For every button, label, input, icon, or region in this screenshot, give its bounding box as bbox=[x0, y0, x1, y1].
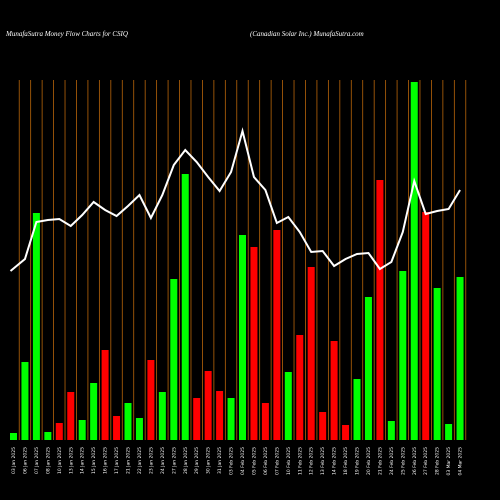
chart-title: MunafaSutra Money Flow Charts for CSIQ bbox=[5, 30, 128, 38]
bar bbox=[113, 416, 121, 440]
x-tick-label: 23 Jan 2025 bbox=[148, 447, 154, 474]
x-tick-label: 30 Jan 2025 bbox=[206, 447, 212, 474]
bar bbox=[433, 288, 441, 440]
bar bbox=[399, 271, 407, 440]
bar bbox=[239, 235, 246, 440]
x-tick-label: 21 Feb 2025 bbox=[377, 447, 383, 475]
x-tick-label: 26 Feb 2025 bbox=[412, 447, 418, 475]
bar bbox=[90, 383, 98, 440]
bar bbox=[284, 372, 292, 440]
x-tick-label: 24 Feb 2025 bbox=[389, 447, 395, 475]
bar bbox=[261, 403, 269, 440]
bar bbox=[78, 420, 86, 440]
x-tick-label: 20 Feb 2025 bbox=[366, 447, 372, 475]
x-tick-label: 14 Feb 2025 bbox=[332, 447, 338, 475]
x-tick-label: 25 Feb 2025 bbox=[400, 447, 406, 475]
price-line bbox=[9, 127, 461, 272]
bar bbox=[193, 398, 201, 440]
x-tick-label: 07 Feb 2025 bbox=[274, 447, 280, 475]
x-tick-label: 28 Feb 2025 bbox=[435, 447, 441, 475]
x-tick-label: 29 Jan 2025 bbox=[194, 447, 200, 474]
bar bbox=[135, 418, 143, 440]
x-tick-label: 27 Jan 2025 bbox=[171, 447, 177, 474]
x-tick-label: 12 Feb 2025 bbox=[309, 447, 315, 475]
x-tick-label: 10 Feb 2025 bbox=[286, 447, 292, 475]
bar bbox=[32, 213, 40, 440]
bar bbox=[387, 421, 395, 440]
x-tick-label: 11 Feb 2025 bbox=[297, 447, 303, 475]
x-tick-label: 06 Jan 2025 bbox=[22, 447, 28, 474]
x-tick-label: 10 Jan 2025 bbox=[57, 447, 63, 474]
x-tick-label: 03 Feb 2025 bbox=[229, 447, 235, 475]
bar bbox=[158, 392, 166, 440]
bar bbox=[21, 362, 29, 440]
bar bbox=[445, 424, 453, 440]
bar bbox=[44, 432, 52, 440]
x-tick-label: 08 Jan 2025 bbox=[45, 447, 51, 474]
bar bbox=[422, 212, 430, 440]
x-tick-label: 13 Feb 2025 bbox=[320, 447, 326, 475]
x-tick-label: 03 Jan 2025 bbox=[11, 447, 17, 474]
x-tick-label: 28 Jan 2025 bbox=[183, 447, 189, 474]
bar bbox=[55, 423, 63, 440]
x-tick-label: 22 Jan 2025 bbox=[137, 447, 143, 474]
bar bbox=[147, 360, 155, 440]
x-tick-label: 15 Jan 2025 bbox=[91, 447, 97, 474]
bar bbox=[364, 297, 372, 440]
x-tick-label: 27 Feb 2025 bbox=[423, 447, 429, 475]
bar bbox=[227, 398, 235, 440]
x-tick-label: 06 Feb 2025 bbox=[263, 447, 269, 475]
x-tick-label: 19 Feb 2025 bbox=[355, 447, 361, 475]
bar bbox=[216, 391, 224, 440]
x-tick-label: 13 Jan 2025 bbox=[68, 447, 74, 474]
bar bbox=[307, 267, 315, 440]
bar bbox=[296, 335, 304, 440]
bar bbox=[456, 277, 464, 440]
bar bbox=[410, 82, 418, 440]
bar bbox=[353, 379, 361, 440]
x-tick-label: 04 Mar 2025 bbox=[458, 447, 464, 476]
bar bbox=[330, 341, 338, 440]
bar bbox=[10, 433, 17, 440]
x-tick-label: 31 Jan 2025 bbox=[217, 447, 223, 474]
x-tick-label: 14 Jan 2025 bbox=[80, 447, 86, 474]
x-tick-label: 18 Feb 2025 bbox=[343, 447, 349, 475]
bar bbox=[204, 371, 212, 440]
bar bbox=[101, 350, 109, 440]
bar bbox=[342, 425, 350, 440]
bar bbox=[124, 403, 132, 440]
x-tick-label: 05 Feb 2025 bbox=[251, 447, 257, 475]
chart-subtitle: (Canadian Solar Inc.) MunafaSutra.com bbox=[250, 30, 364, 38]
bar bbox=[319, 412, 327, 440]
bar bbox=[67, 392, 75, 440]
x-tick-label: 21 Jan 2025 bbox=[126, 447, 132, 474]
bar bbox=[181, 174, 189, 440]
bar bbox=[250, 247, 258, 440]
x-tick-label: 03 Mar 2025 bbox=[446, 447, 452, 476]
bar bbox=[273, 230, 281, 440]
x-tick-label: 16 Jan 2025 bbox=[103, 447, 109, 474]
x-tick-label: 04 Feb 2025 bbox=[240, 447, 246, 475]
bar bbox=[376, 180, 384, 440]
bar bbox=[170, 279, 178, 440]
x-tick-label: 17 Jan 2025 bbox=[114, 447, 120, 474]
x-tick-label: 24 Jan 2025 bbox=[160, 447, 166, 474]
x-tick-label: 07 Jan 2025 bbox=[34, 447, 40, 474]
